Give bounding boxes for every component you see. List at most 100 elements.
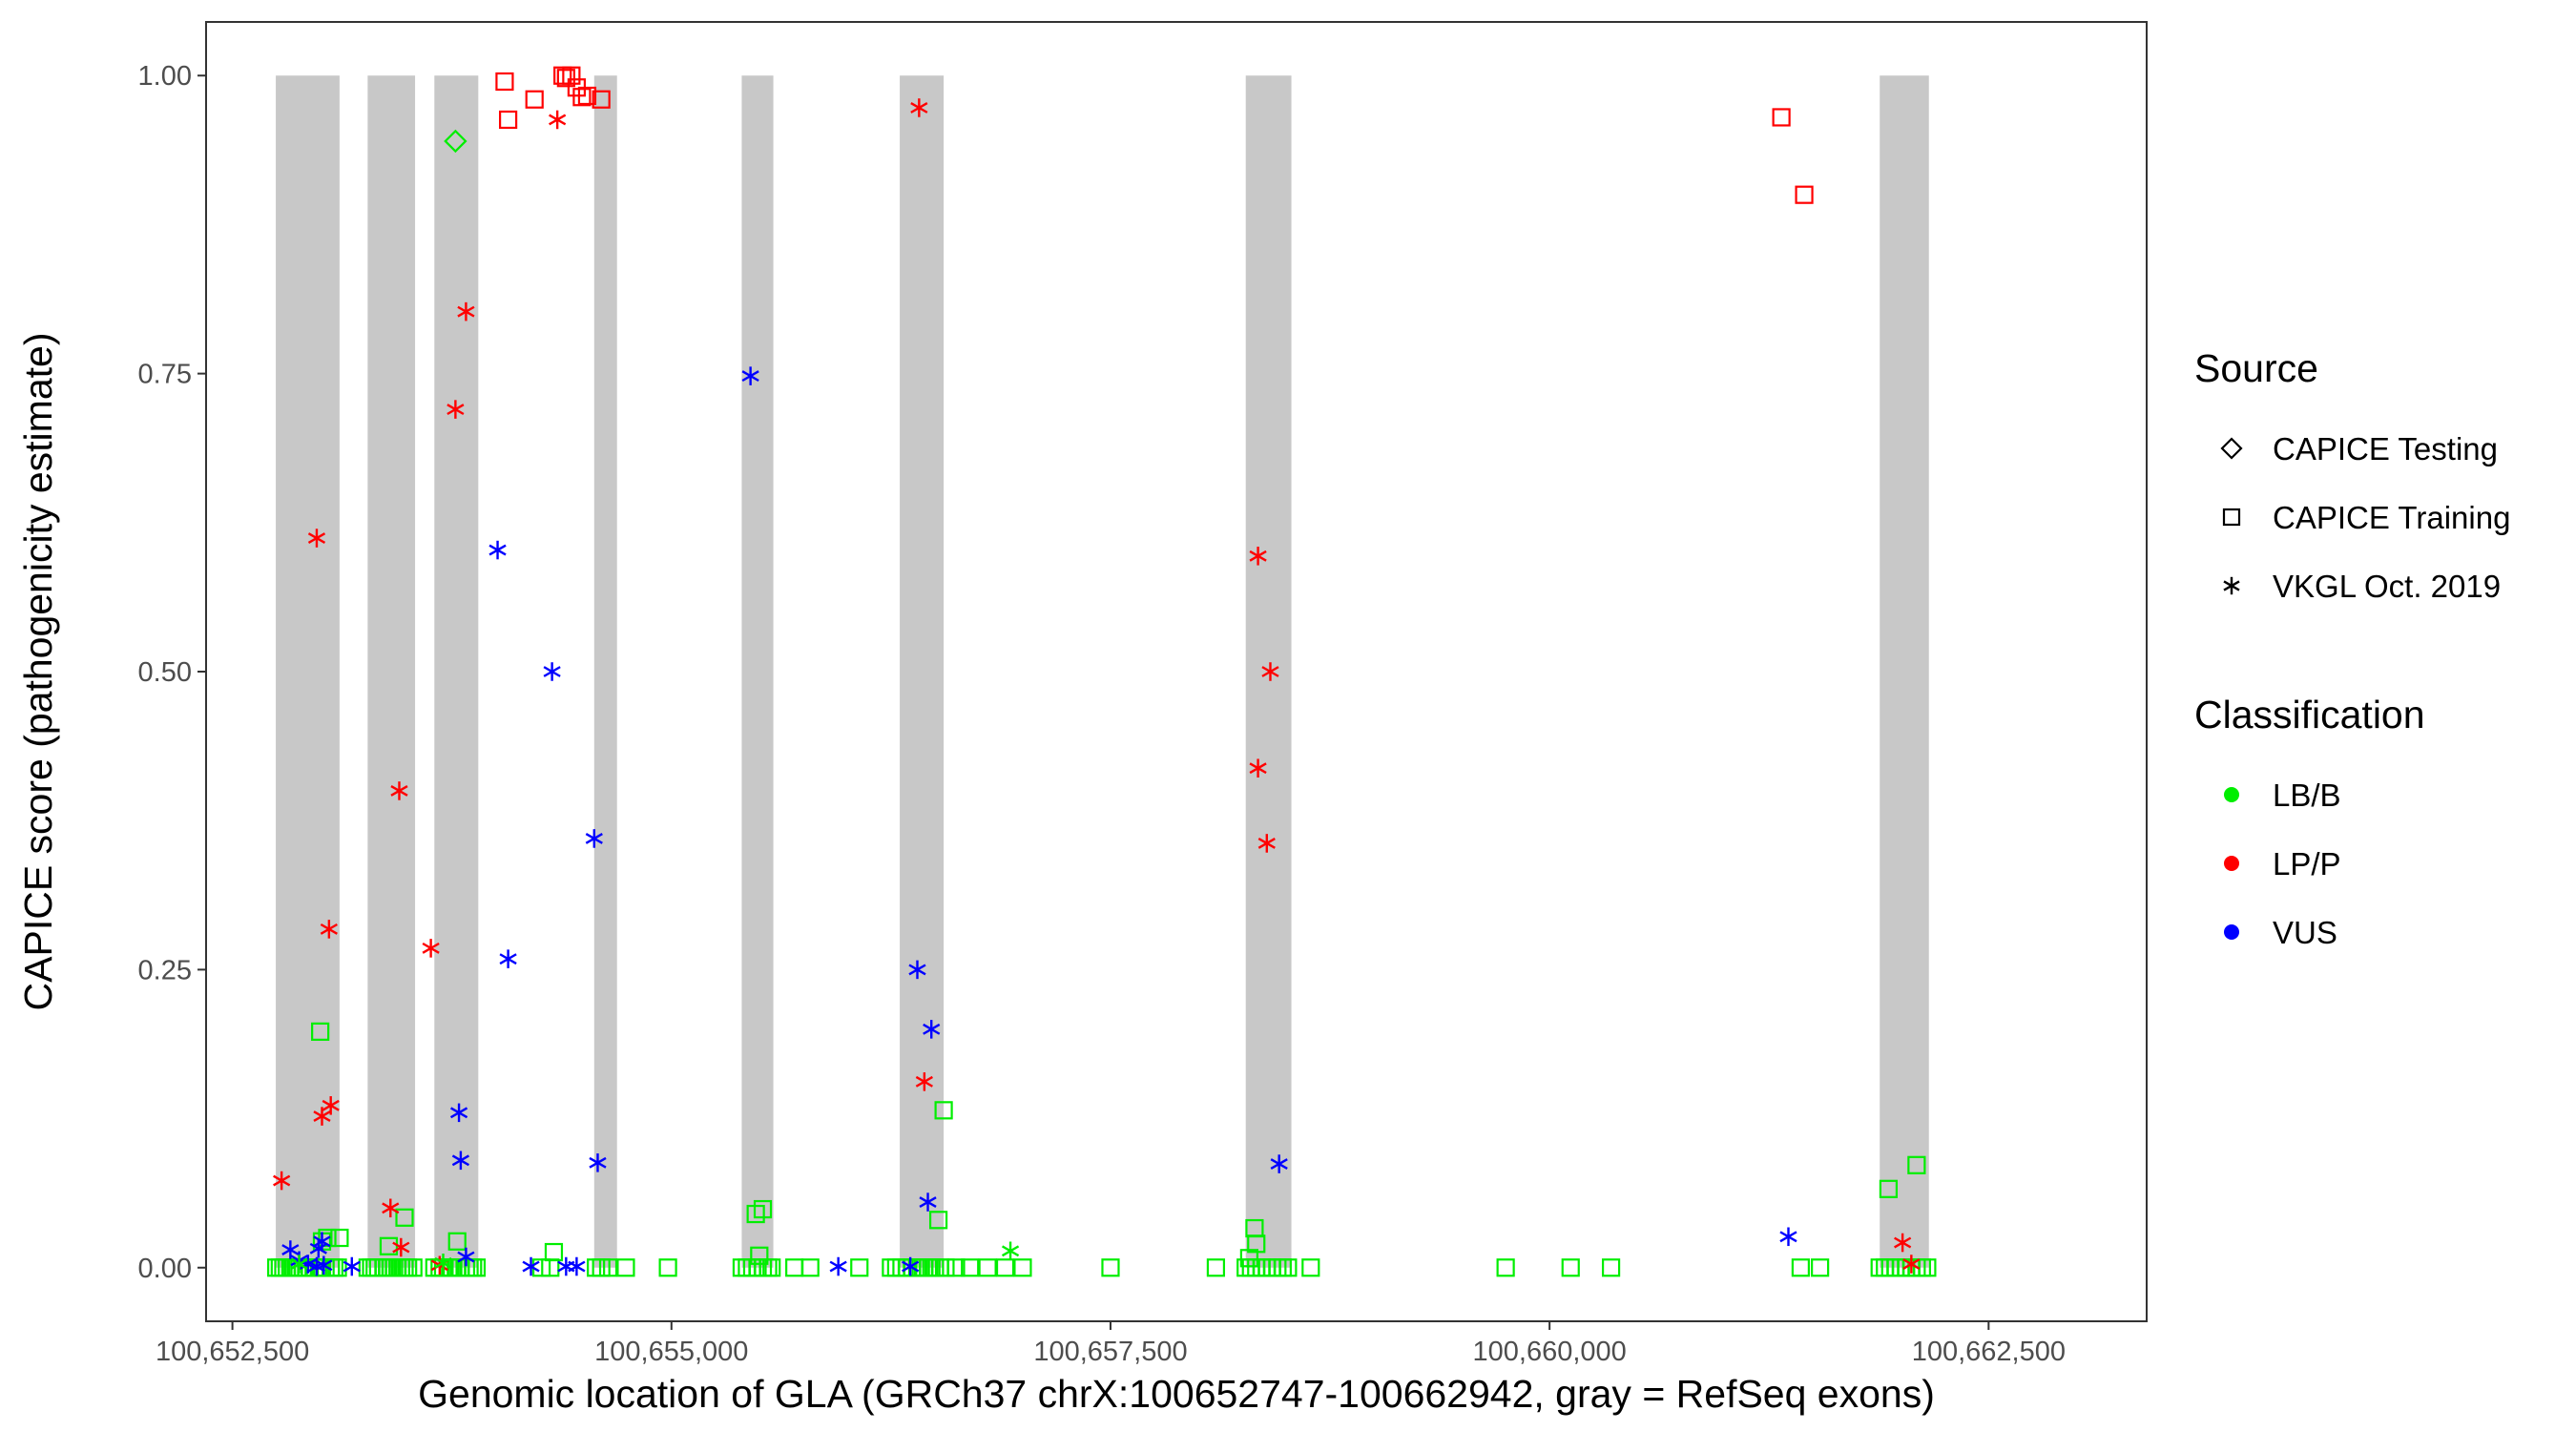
x-tick-label: 100,657,500 — [1033, 1337, 1187, 1367]
data-point — [1239, 1249, 1258, 1268]
data-point — [451, 1151, 470, 1171]
data-point — [556, 69, 575, 88]
series-square-lbb — [267, 1022, 1937, 1277]
data-point — [499, 949, 517, 968]
data-point — [589, 1153, 607, 1172]
legend-label: VUS — [2273, 915, 2337, 950]
data-point — [978, 1258, 997, 1277]
data-point — [281, 1240, 300, 1259]
data-point — [934, 1101, 953, 1120]
legend-label: CAPICE Training — [2273, 500, 2510, 535]
data-point — [320, 920, 338, 939]
legend-key-asterisk — [2223, 576, 2240, 595]
series-asterisk-lpp — [273, 98, 1921, 1275]
x-axis-title: Genomic location of GLA (GRCh37 chrX:100… — [418, 1372, 1935, 1416]
x-axis: 100,652,500 100,655,000 100,657,500 100,660… — [156, 1321, 2066, 1367]
data-point — [910, 98, 928, 117]
data-point — [525, 90, 544, 109]
data-point — [499, 110, 518, 130]
data-point — [544, 1242, 564, 1262]
data-point — [1496, 1258, 1515, 1277]
data-point — [919, 1192, 937, 1212]
data-point — [290, 1255, 308, 1274]
data-point — [444, 129, 467, 154]
series-diamond-lbb — [444, 129, 467, 154]
data-point — [467, 1258, 487, 1277]
data-point — [1811, 1258, 1830, 1277]
x-tick-label: 100,662,500 — [1912, 1337, 2066, 1367]
data-point — [1795, 185, 1814, 204]
data-point — [753, 1199, 773, 1219]
data-point — [1206, 1258, 1226, 1277]
data-point — [1001, 1241, 1020, 1261]
data-point — [882, 1258, 901, 1277]
data-point — [522, 1256, 540, 1276]
data-point — [762, 1258, 781, 1277]
data-point — [741, 366, 759, 385]
data-point — [616, 1258, 635, 1277]
exon-band — [900, 75, 945, 1268]
data-point — [577, 86, 597, 106]
data-point — [1257, 834, 1276, 853]
data-point — [404, 1258, 423, 1277]
data-point — [923, 1020, 941, 1039]
data-point — [585, 829, 603, 848]
y-tick-label: 1.00 — [138, 61, 192, 92]
legend: Source CAPICE Testing CAPICE Training VKGL … — [2194, 346, 2510, 950]
data-point — [1261, 662, 1279, 681]
y-axis: 0.00 0.25 0.50 0.75 1.00 — [138, 61, 206, 1284]
data-point — [343, 1256, 361, 1276]
data-points — [267, 66, 1937, 1277]
data-point — [946, 1258, 966, 1277]
y-tick-label: 0.50 — [138, 657, 192, 688]
data-point — [1879, 1179, 1899, 1198]
data-point — [598, 1258, 618, 1277]
exon-band — [1880, 75, 1929, 1268]
legend-label: LP/P — [2273, 846, 2341, 881]
data-point — [488, 540, 507, 560]
plot-panel-border — [205, 21, 2148, 1322]
data-point — [1902, 1255, 1921, 1274]
data-point — [995, 1258, 1015, 1277]
data-point — [390, 781, 408, 800]
data-point — [322, 1096, 340, 1115]
data-point — [392, 1237, 410, 1257]
legend-key-dot — [2224, 856, 2239, 871]
data-point — [447, 1232, 467, 1251]
series-asterisk-vus — [281, 366, 1797, 1276]
data-point — [1247, 1234, 1266, 1254]
data-point — [1601, 1258, 1621, 1277]
legend-label: VKGL Oct. 2019 — [2273, 569, 2501, 604]
legend-label: LB/B — [2273, 778, 2341, 813]
y-axis-title: CAPICE score (pathogenicity estimate) — [16, 333, 60, 1011]
data-point — [658, 1258, 677, 1277]
data-point — [961, 1258, 980, 1277]
legend-title: Source — [2194, 346, 2318, 390]
x-tick-label: 100,660,000 — [1473, 1337, 1627, 1367]
data-point — [1791, 1258, 1810, 1277]
data-point — [495, 72, 514, 92]
data-point — [543, 662, 561, 681]
exon-band — [741, 75, 774, 1268]
data-point — [928, 1211, 948, 1230]
data-point — [1772, 108, 1791, 127]
data-point — [750, 1246, 769, 1265]
legend-label: CAPICE Testing — [2273, 431, 2498, 467]
data-point — [1278, 1258, 1298, 1277]
data-point — [1301, 1258, 1320, 1277]
data-point — [562, 66, 581, 85]
y-tick-label: 0.25 — [138, 955, 192, 985]
x-tick-label: 100,655,000 — [594, 1337, 748, 1367]
data-point — [549, 110, 567, 130]
data-point — [457, 301, 475, 321]
legend-key-dot — [2224, 787, 2239, 802]
data-point — [902, 1256, 920, 1276]
y-tick-label: 0.00 — [138, 1254, 192, 1284]
data-point — [1249, 547, 1267, 566]
data-point — [850, 1258, 869, 1277]
series-square-lpp — [495, 66, 1814, 204]
data-point — [447, 400, 465, 419]
data-point — [568, 1256, 586, 1276]
data-point — [936, 1258, 955, 1277]
